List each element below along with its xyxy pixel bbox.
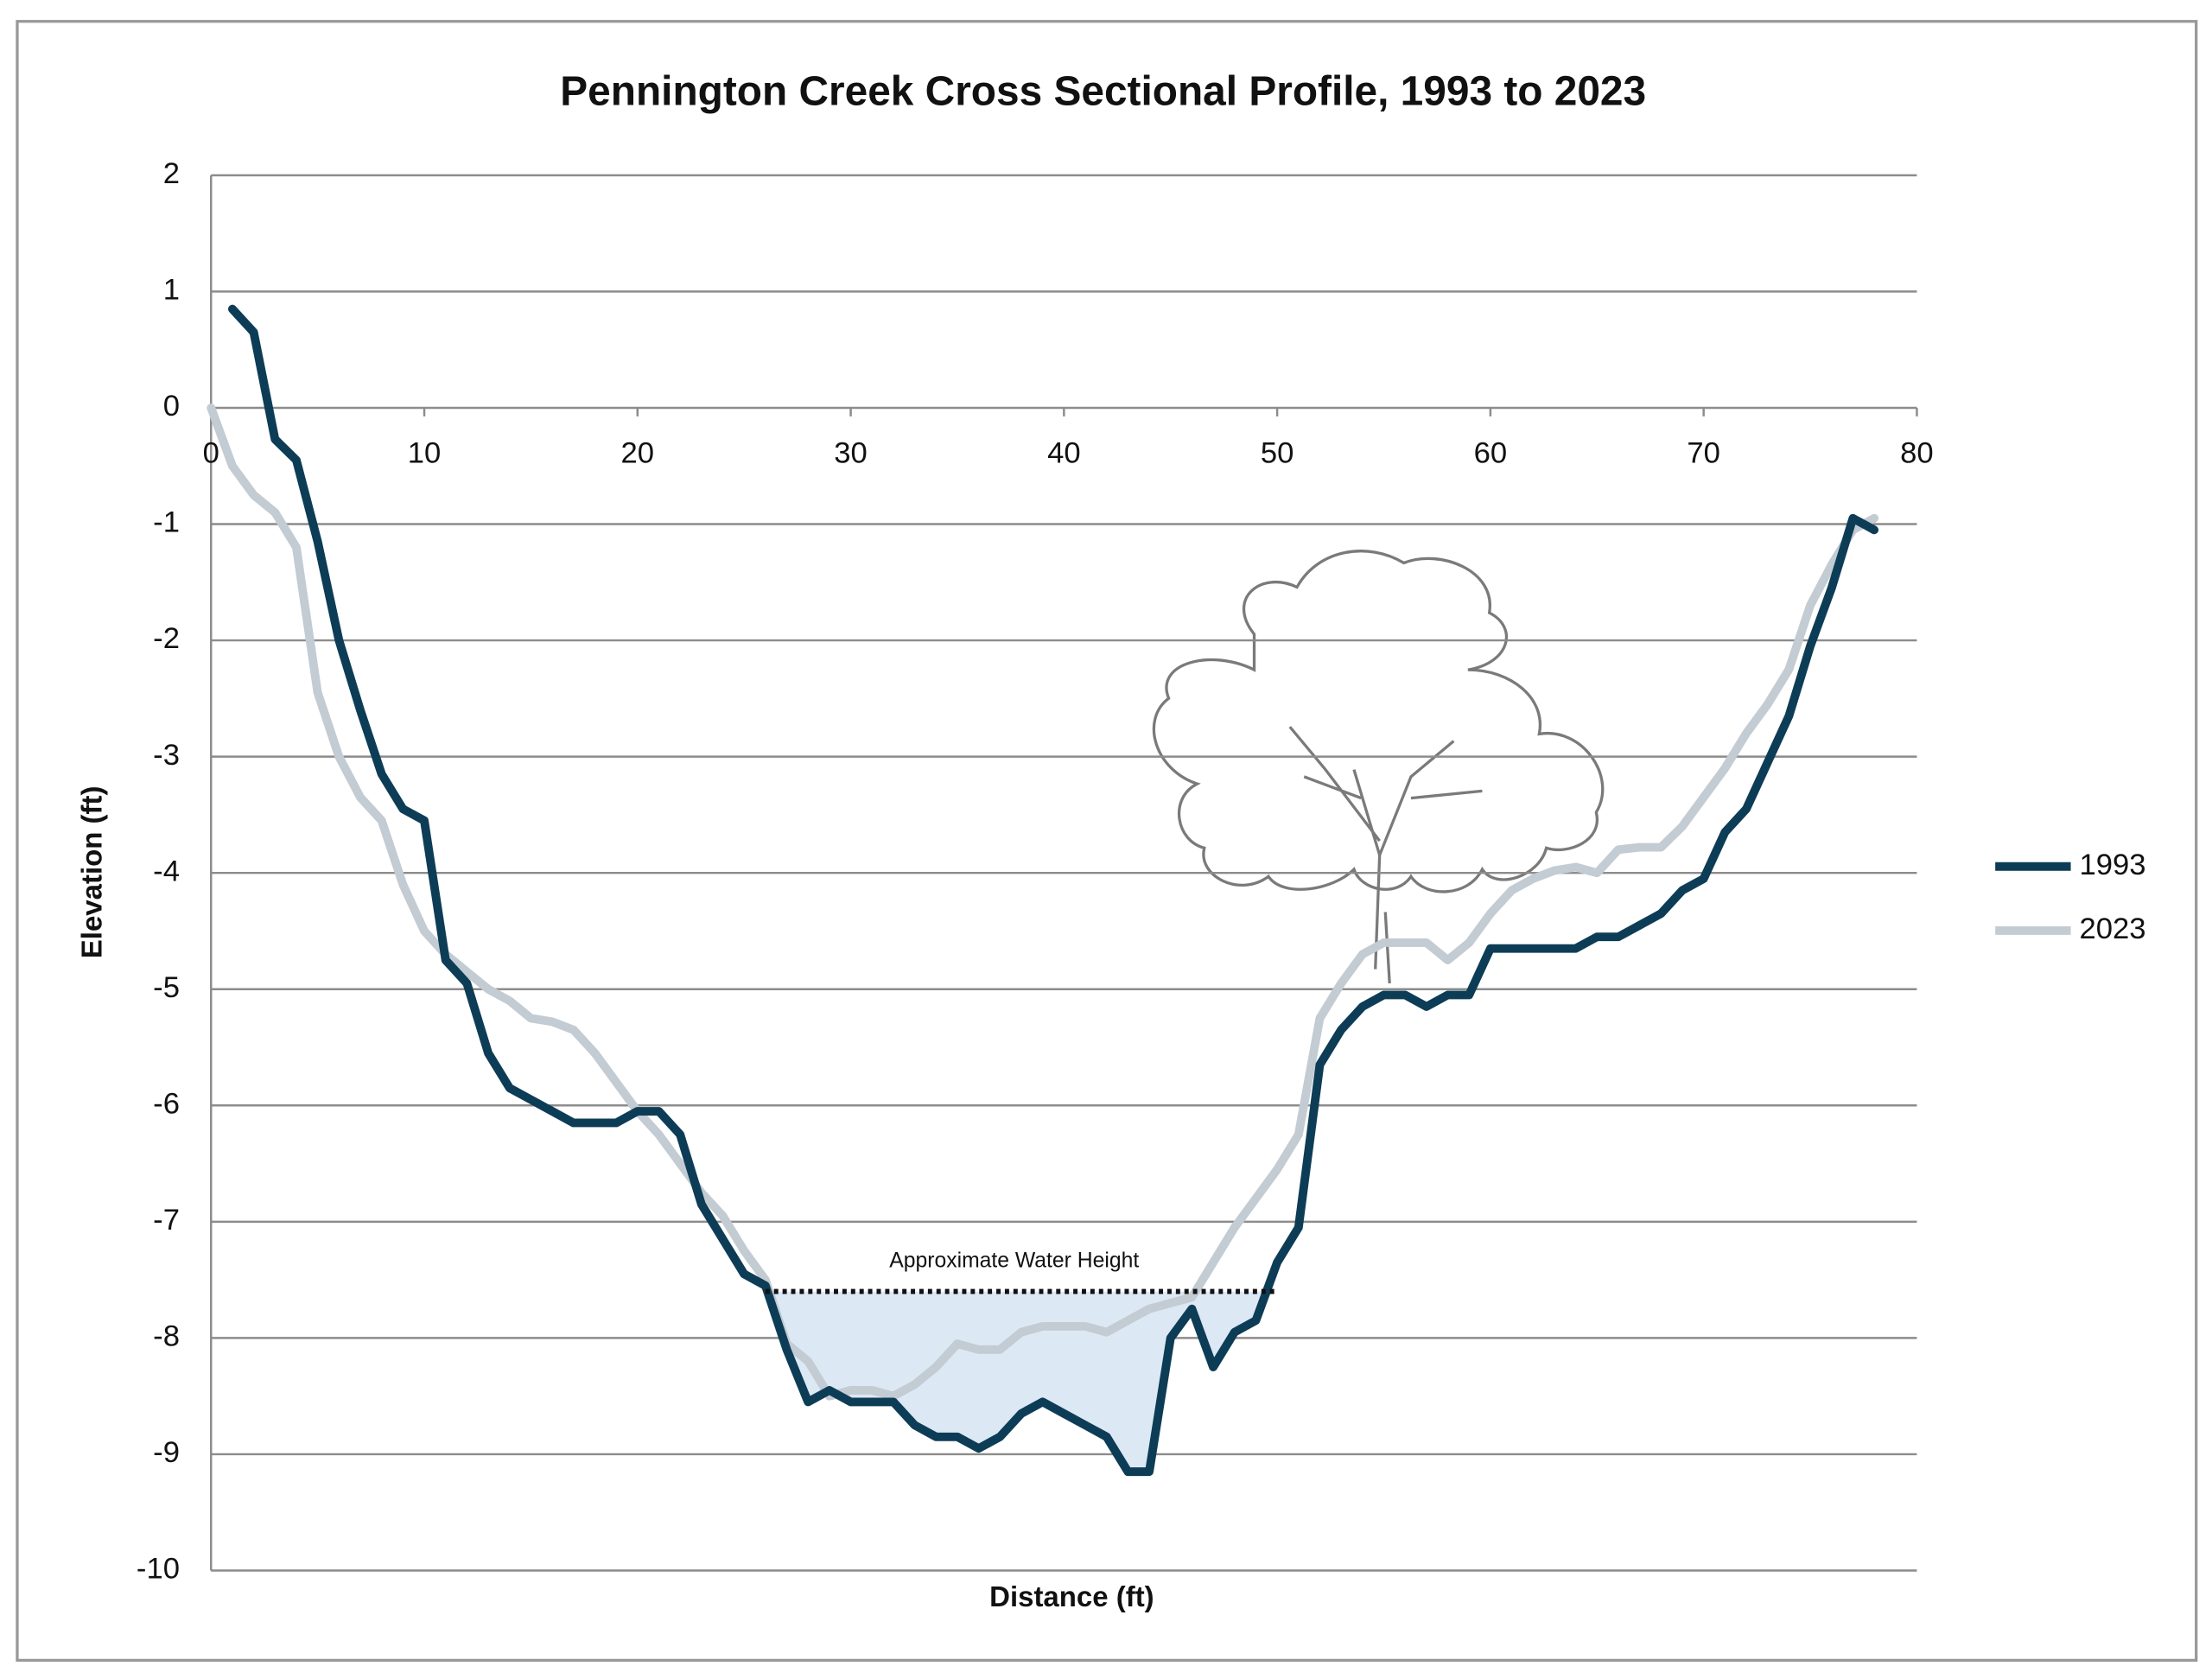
x-tick-label: 30 — [834, 437, 868, 470]
x-tick-label: 60 — [1474, 437, 1508, 470]
y-tick-label: 1 — [163, 274, 180, 307]
x-tick-label: 0 — [203, 437, 219, 470]
x-tick-label: 50 — [1261, 437, 1294, 470]
water-area — [765, 1291, 1278, 1472]
x-tick-label: 70 — [1687, 437, 1720, 470]
x-tick-label: 40 — [1047, 437, 1081, 470]
y-tick-label: 0 — [163, 390, 180, 423]
y-tick-label: -7 — [153, 1204, 180, 1237]
y-tick-label: -8 — [153, 1320, 180, 1353]
y-axis-title: Elevation (ft) — [76, 786, 108, 959]
y-tick-label: -1 — [153, 506, 180, 539]
x-tick-label: 20 — [621, 437, 655, 470]
y-tick-label: -10 — [137, 1553, 180, 1586]
tree-icon — [1152, 550, 1605, 984]
y-tick-label: -9 — [153, 1436, 180, 1469]
x-tick-label: 80 — [1900, 437, 1934, 470]
x-axis-title: Distance (ft) — [989, 1580, 1154, 1612]
legend-label: 1993 — [2079, 849, 2145, 881]
y-tick-label: -4 — [153, 855, 180, 887]
legend-label: 2023 — [2079, 912, 2145, 945]
y-tick-label: 2 — [163, 157, 180, 190]
y-tick-label: -2 — [153, 622, 180, 655]
series-line — [207, 404, 1879, 1401]
x-tick-label: 10 — [408, 437, 442, 470]
y-tick-label: -3 — [153, 739, 180, 772]
annotation-label: Approximate Water Height — [889, 1249, 1139, 1272]
y-tick-label: -5 — [153, 971, 180, 1004]
y-tick-label: -6 — [153, 1087, 180, 1120]
chart-title: Pennington Creek Cross Sectional Profile… — [560, 68, 1646, 114]
series-line — [227, 304, 1879, 1477]
